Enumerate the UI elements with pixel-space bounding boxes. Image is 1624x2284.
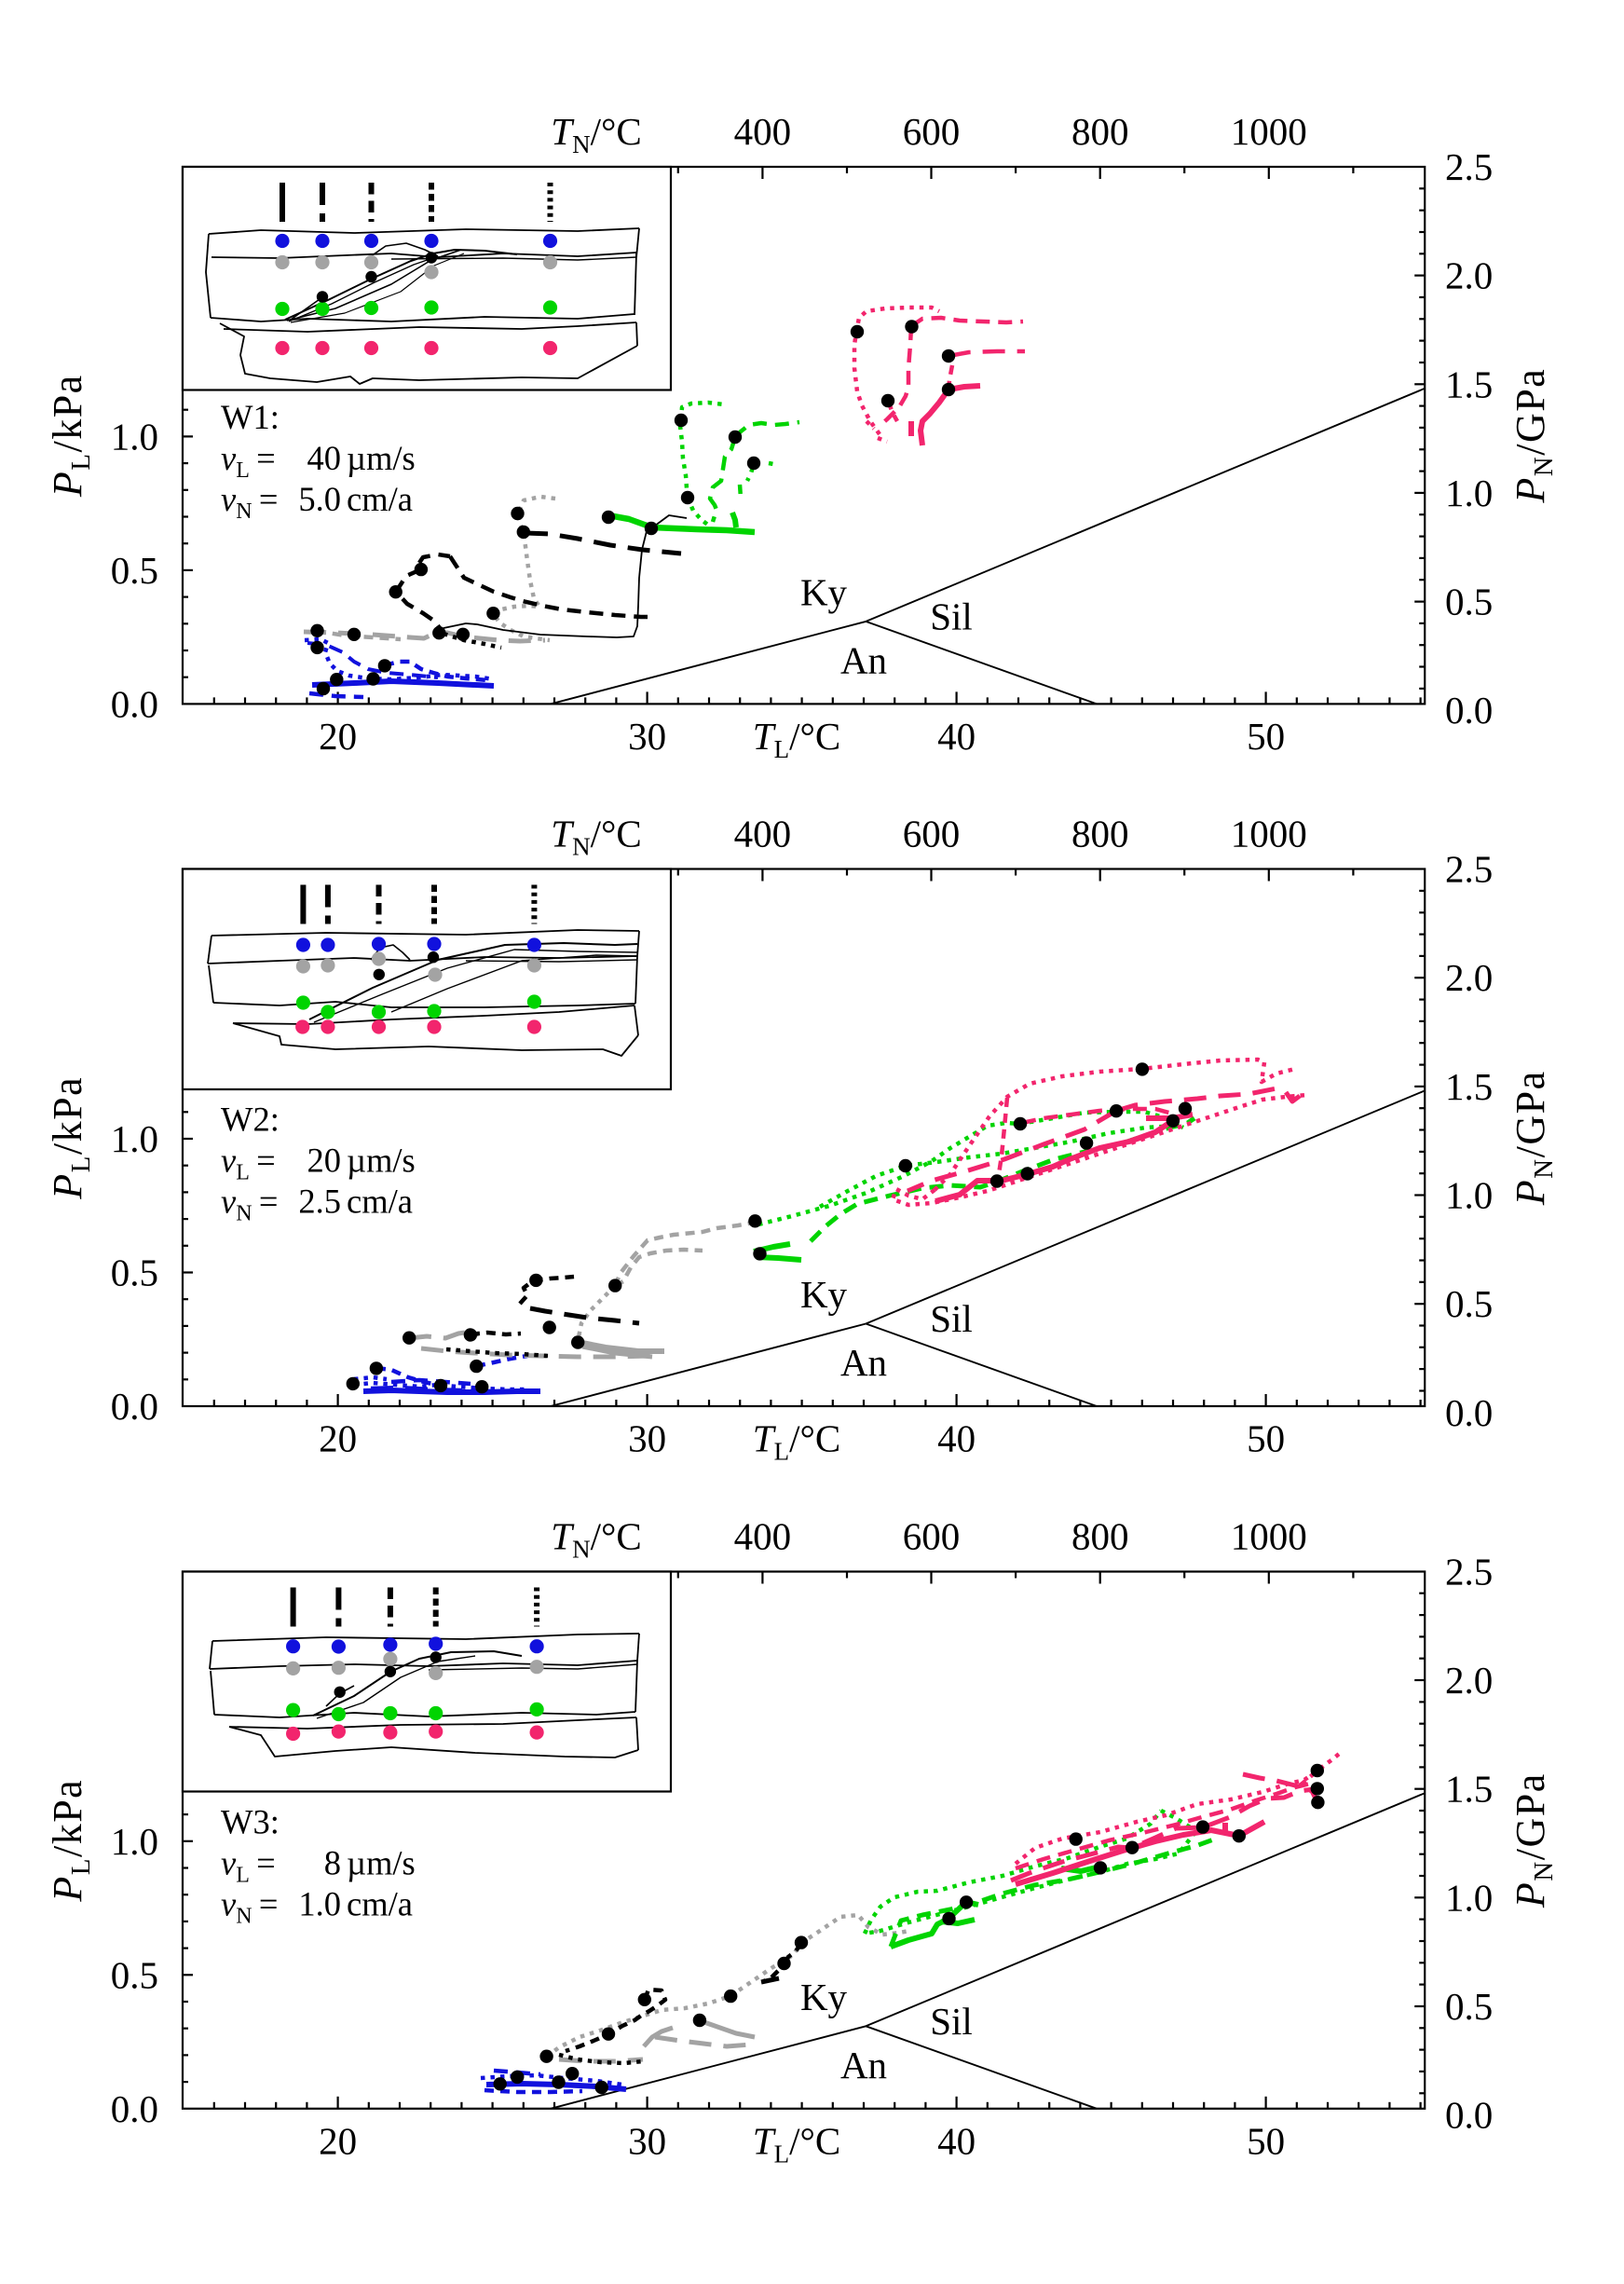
svg-text:30: 30 (628, 715, 666, 758)
svg-text:0.0: 0.0 (1445, 689, 1493, 732)
svg-text:1.0: 1.0 (111, 415, 158, 458)
svg-text:1.5: 1.5 (1445, 1768, 1493, 1811)
svg-text:600: 600 (903, 110, 961, 153)
svg-text:1000: 1000 (1231, 813, 1307, 855)
svg-text:W2:: W2: (221, 1101, 280, 1139)
svg-text:TN/°C: TN/°C (551, 110, 641, 158)
svg-text:TL/°C: TL/°C (753, 715, 840, 763)
svg-text:0.0: 0.0 (111, 682, 158, 725)
svg-text:An: An (840, 638, 887, 681)
svg-text:TL/°C: TL/°C (753, 2119, 840, 2168)
svg-text:PN/GPa: PN/GPa (1508, 1772, 1559, 1908)
svg-text:30: 30 (628, 2119, 666, 2162)
svg-text:400: 400 (734, 110, 792, 153)
svg-text:PL/kPa: PL/kPa (45, 1076, 96, 1200)
svg-text:1.0: 1.0 (1445, 1174, 1493, 1217)
svg-text:20: 20 (319, 715, 357, 758)
svg-text:600: 600 (903, 1515, 961, 1558)
svg-text:µm/s: µm/s (347, 1142, 416, 1180)
svg-text:0.0: 0.0 (1445, 2094, 1493, 2137)
svg-text:1.0: 1.0 (1445, 472, 1493, 514)
svg-text:Sil: Sil (930, 2000, 973, 2043)
svg-text:PL/kPa: PL/kPa (45, 1779, 96, 1903)
svg-text:An: An (840, 2044, 887, 2086)
svg-text:1.0: 1.0 (111, 1117, 158, 1160)
svg-text:cm/a: cm/a (347, 1183, 413, 1221)
svg-text:800: 800 (1071, 813, 1129, 855)
svg-text:PL/kPa: PL/kPa (45, 374, 96, 498)
svg-text:Ky: Ky (800, 1976, 848, 2018)
svg-text:20: 20 (319, 2119, 357, 2162)
svg-text:µm/s: µm/s (347, 1844, 416, 1882)
svg-text:30: 30 (628, 1417, 666, 1460)
svg-text:vL =: vL = (221, 1142, 276, 1185)
svg-text:0.5: 0.5 (111, 1251, 158, 1294)
svg-text:Ky: Ky (800, 1273, 848, 1316)
svg-text:2.0: 2.0 (1445, 254, 1493, 297)
svg-text:2.5: 2.5 (1445, 1550, 1493, 1593)
svg-text:vN =: vN = (221, 480, 278, 524)
svg-text:0.0: 0.0 (111, 1385, 158, 1428)
svg-text:2.0: 2.0 (1445, 956, 1493, 999)
svg-text:TN/°C: TN/°C (551, 813, 641, 861)
svg-text:40: 40 (937, 715, 976, 758)
svg-text:5.0: 5.0 (298, 480, 341, 518)
svg-text:PN/GPa: PN/GPa (1508, 368, 1559, 504)
svg-text:20: 20 (307, 1142, 342, 1180)
svg-text:600: 600 (903, 813, 961, 855)
svg-text:vN =: vN = (221, 1885, 278, 1929)
svg-text:400: 400 (734, 813, 792, 855)
svg-text:1.0: 1.0 (111, 1820, 158, 1863)
svg-text:8: 8 (324, 1844, 341, 1882)
svg-text:cm/a: cm/a (347, 1885, 413, 1923)
svg-text:1.5: 1.5 (1445, 1065, 1493, 1108)
svg-text:0.0: 0.0 (1445, 1391, 1493, 1434)
svg-text:40: 40 (937, 1417, 976, 1460)
svg-text:W1:: W1: (221, 398, 280, 436)
svg-text:2.5: 2.5 (298, 1183, 341, 1221)
svg-text:40: 40 (937, 2119, 976, 2162)
svg-text:cm/a: cm/a (347, 480, 413, 518)
svg-text:20: 20 (319, 1417, 357, 1460)
svg-text:400: 400 (734, 1515, 792, 1558)
svg-text:Sil: Sil (930, 595, 973, 637)
svg-text:50: 50 (1247, 2119, 1285, 2162)
svg-text:0.5: 0.5 (1445, 1282, 1493, 1325)
svg-text:vN =: vN = (221, 1183, 278, 1226)
svg-text:800: 800 (1071, 110, 1129, 153)
svg-text:0.5: 0.5 (1445, 581, 1493, 623)
svg-text:1.5: 1.5 (1445, 362, 1493, 405)
svg-text:800: 800 (1071, 1515, 1129, 1558)
svg-text:Ky: Ky (800, 570, 848, 613)
svg-text:2.5: 2.5 (1445, 145, 1493, 188)
svg-text:0.0: 0.0 (111, 2087, 158, 2130)
svg-text:1.0: 1.0 (1445, 1876, 1493, 1919)
svg-text:PN/GPa: PN/GPa (1508, 1070, 1559, 1206)
svg-text:W3:: W3: (221, 1803, 280, 1841)
svg-text:2.0: 2.0 (1445, 1659, 1493, 1702)
svg-text:1.0: 1.0 (298, 1885, 341, 1923)
svg-text:0.5: 0.5 (111, 549, 158, 592)
svg-text:vL =: vL = (221, 1844, 276, 1888)
svg-text:An: An (840, 1341, 887, 1384)
svg-text:0.5: 0.5 (111, 1953, 158, 1996)
svg-text:µm/s: µm/s (347, 439, 416, 477)
svg-text:TN/°C: TN/°C (551, 1515, 641, 1564)
svg-text:Sil: Sil (930, 1297, 973, 1340)
svg-text:2.5: 2.5 (1445, 848, 1493, 891)
svg-text:40: 40 (307, 439, 342, 477)
svg-text:0.5: 0.5 (1445, 1985, 1493, 2028)
svg-text:1000: 1000 (1231, 110, 1307, 153)
svg-text:1000: 1000 (1231, 1515, 1307, 1558)
svg-text:50: 50 (1247, 1417, 1285, 1460)
svg-text:vL =: vL = (221, 439, 276, 483)
svg-text:50: 50 (1247, 715, 1285, 758)
svg-text:TL/°C: TL/°C (753, 1417, 840, 1466)
